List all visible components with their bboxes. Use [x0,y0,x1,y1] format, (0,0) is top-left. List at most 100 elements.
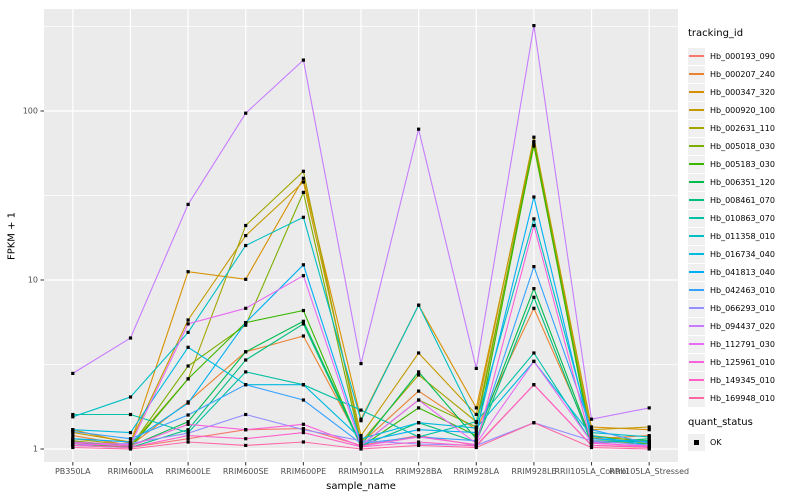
series-color-key [688,335,705,353]
series-color-key [688,173,705,191]
data-point [128,431,133,435]
data-point [128,437,133,441]
series-line-icon [689,144,704,147]
data-point [647,437,651,441]
data-point [647,435,651,439]
data-point [244,223,248,228]
series-line-icon [689,54,704,57]
data-point [359,437,363,441]
x-tick-label: RRIM600SE [223,467,269,476]
series-color-key [688,83,705,101]
data-point [71,437,75,441]
data-point [244,234,248,238]
y-tick-label: 100 [23,107,38,116]
series-line-icon [689,234,704,237]
data-point [244,358,248,362]
x-axis-title: sample_name [326,481,396,492]
legend-entry-label: Hb_016734_040 [710,249,775,259]
data-point [186,413,190,417]
x-tick-label: RRII105LA_Stressed [609,467,689,476]
legend-entry-label: Hb_000347_320 [710,87,775,97]
data-point [417,127,421,131]
legend-entry-label: Hb_005183_030 [710,159,775,169]
data-point [186,345,190,349]
y-tick-label: 1 [33,445,38,454]
data-point [474,445,478,450]
series-color-key [688,155,705,173]
data-point [301,176,305,180]
data-point [417,398,421,402]
data-point [301,428,305,432]
data-point [647,406,651,410]
x-tick-label: RRIM600LA [108,467,154,476]
legend-entries: Hb_000193_090 Hb_000207_240 Hb_000347_320 H… [688,47,775,407]
series-color-key [688,137,705,155]
data-point [532,135,536,139]
legend-title-quant-status: quant_status [688,417,753,428]
data-point [359,445,363,449]
series-line-icon [689,288,704,291]
data-point [301,422,305,426]
data-point [71,429,75,434]
data-point [532,144,536,148]
data-point [186,322,190,326]
x-tick-label: RRII105LA_Control [554,467,628,476]
data-point [301,215,305,219]
series-line-icon [689,216,704,219]
series-line-icon [689,396,704,399]
legend-entry-label: Hb_011358_010 [710,231,775,241]
series-line-icon [689,108,704,111]
data-point [474,437,478,441]
data-point [532,265,536,269]
ok-marker-key [688,433,705,451]
data-point [71,415,75,419]
legend-entry-label: Hb_002631_110 [710,123,775,133]
data-point [71,443,75,447]
series-color-key [688,353,705,371]
series-line-icon [689,126,704,129]
data-point [301,398,305,402]
series-line-icon [689,378,704,381]
data-point [244,321,248,325]
legend-entry-label: Hb_094437_020 [710,321,775,331]
legend-entry-Hb_125961_010: Hb_125961_010 [688,353,775,371]
series-line-icon [689,72,704,75]
legend-entry-label: Hb_010863_070 [710,213,775,223]
data-point [474,431,478,435]
data-point [417,435,421,439]
legend-entry-label: Hb_149345_010 [710,375,775,385]
data-point [244,370,248,374]
data-point [474,412,478,417]
legend-entry-ok: OK [688,433,775,451]
data-point [301,334,305,338]
series-line-icon [689,270,704,273]
data-point [589,445,594,450]
data-point [244,428,248,432]
data-point [244,277,248,281]
series-color-key [688,317,705,335]
legend-entry-Hb_005018_030: Hb_005018_030 [688,137,775,155]
series-color-key [688,245,705,263]
data-point [532,383,536,387]
legend-entry-Hb_016734_040: Hb_016734_040 [688,245,775,263]
data-point [301,274,305,278]
x-tick-label: RRIM928LA [453,467,499,476]
data-point [301,169,305,173]
legend-entry-label: Hb_000207_240 [710,69,775,79]
data-point [301,440,305,444]
legend-entry-label: Hb_000193_090 [710,51,775,61]
legend-entry-Hb_011358_010: Hb_011358_010 [688,227,775,245]
data-point [417,303,421,307]
series-color-key [688,47,705,65]
data-point [301,308,305,313]
data-point [186,420,190,424]
data-point [647,447,651,451]
data-point [474,434,478,438]
legend-entry-Hb_066293_010: Hb_066293_010 [688,299,775,317]
series-color-key [688,389,705,407]
series-color-key [688,227,705,245]
data-point [417,406,421,410]
data-point [359,408,363,412]
series-line-icon [689,324,704,327]
